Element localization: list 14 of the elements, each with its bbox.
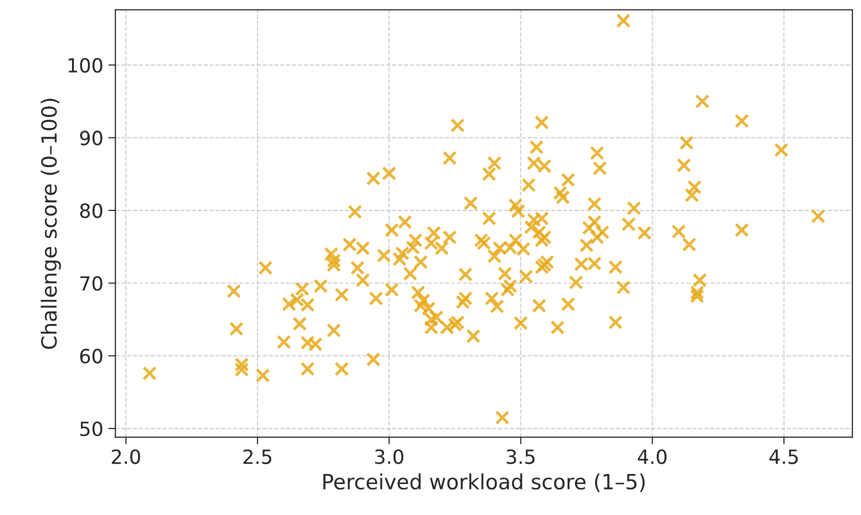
y-tick-label: 80 [80, 203, 102, 218]
x-tick-label: 4.0 [638, 449, 667, 464]
y-tick-label: 50 [80, 421, 102, 436]
y-tick-label: 60 [80, 348, 102, 364]
y-tick-label: 100 [68, 58, 102, 73]
y-tick-label: 90 [80, 130, 102, 146]
x-tick-label: 2.0 [112, 449, 140, 464]
y-axis-title: Challenge score (0–100) [40, 98, 61, 349]
x-axis-title: Perceived workload score (1–5) [323, 473, 645, 492]
x-tick-label: 4.5 [769, 450, 798, 464]
x-tick-label: 2.5 [243, 449, 272, 464]
x-tick-label: 3.5 [506, 449, 534, 464]
y-tick-label: 70 [80, 276, 102, 291]
x-tick-label: 3.0 [375, 449, 404, 464]
